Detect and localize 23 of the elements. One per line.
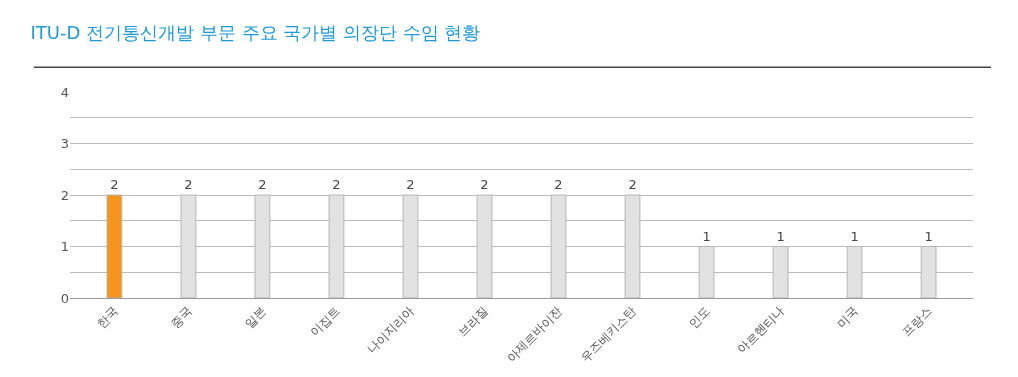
- y-tick-label: 1: [60, 239, 69, 255]
- data-label: 2: [332, 177, 341, 192]
- data-label: 1: [702, 228, 711, 244]
- y-tick-label: 0: [60, 290, 69, 306]
- x-tick-label: 일본: [241, 303, 269, 331]
- x-tick-label: 인도: [686, 303, 713, 331]
- data-label: 2: [554, 177, 563, 192]
- y-tick-label: 3: [60, 136, 69, 152]
- data-label: 1: [776, 228, 785, 244]
- y-tick-label: 2: [60, 187, 69, 203]
- data-label: 1: [850, 228, 859, 244]
- data-label: 2: [628, 177, 637, 192]
- x-tick-label: 미국: [834, 303, 861, 331]
- data-label: 2: [406, 177, 415, 192]
- x-tick-label: 중국: [167, 303, 195, 331]
- chart-title: ITU-D 전기통신개발 부문 주요 국가별 의장단 수임 현황: [30, 21, 481, 43]
- y-tick-label: 4: [60, 84, 69, 100]
- data-label: 2: [184, 177, 193, 192]
- x-tick-label: 한국: [93, 303, 121, 331]
- data-label: 2: [258, 177, 267, 192]
- data-label: 2: [480, 177, 489, 192]
- data-label: 2: [110, 177, 119, 192]
- data-label: 1: [924, 228, 933, 244]
